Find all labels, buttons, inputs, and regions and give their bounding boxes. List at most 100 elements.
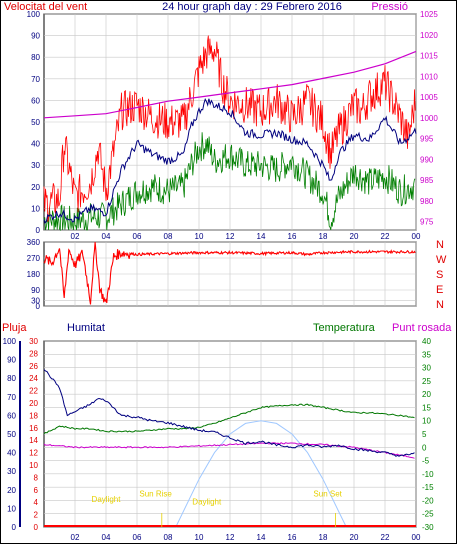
pressure-y-tick-label: 1025 <box>420 10 438 19</box>
wind-x-tick-label: 16 <box>288 232 297 241</box>
compass-label-n: N <box>436 239 444 251</box>
pressure-y-tick-label: 1020 <box>420 31 438 40</box>
compass-label-e: E <box>436 284 443 296</box>
wind-y-tick-label: 10 <box>31 204 40 213</box>
wind-x-tick-label: 10 <box>195 232 204 241</box>
rain-y-tick-label: 16 <box>29 424 38 433</box>
temperature-y-tick-label: -15 <box>422 483 434 492</box>
wind-average-series <box>43 98 417 225</box>
direction-panel-grid <box>44 241 417 307</box>
wind-speed-label: Velocitat del vent <box>4 1 87 13</box>
pressure-y-tick-label: 990 <box>420 155 434 164</box>
dewpoint-series <box>43 442 415 459</box>
wind-y-tick-label: 0 <box>36 226 41 235</box>
sun-annotation-daylight: Daylight <box>92 495 122 504</box>
pressure-series <box>43 50 417 119</box>
rain-y-tick-label: 6 <box>34 486 39 495</box>
direction-y-tick-label: 180 <box>27 270 41 279</box>
temperature-y-tick-label: 40 <box>422 337 431 346</box>
page-title: 24 hour graph day : 29 Febrero 2016 <box>162 1 342 13</box>
rain-y-tick-label: 0 <box>34 523 39 532</box>
wind-y-tick-label: 90 <box>31 32 40 41</box>
rain-y-tick-label: 24 <box>29 374 38 383</box>
wind-y-tick-label: 40 <box>31 140 40 149</box>
wind-panel-grid <box>44 13 417 231</box>
humidity-x-tick-label: 14 <box>257 533 266 542</box>
compass-label-s: S <box>436 269 443 281</box>
wind-x-tick-label: 18 <box>319 232 328 241</box>
humidity-y-tick-label: 60 <box>7 411 16 420</box>
humidity-x-tick-label: 12 <box>226 533 235 542</box>
rain-y-tick-label: 26 <box>29 362 38 371</box>
wind-gust-series <box>43 35 416 222</box>
wind-x-tick-label: 14 <box>257 232 266 241</box>
humidity-label: Humitat <box>67 322 105 334</box>
temperature-y-tick-label: 0 <box>422 443 427 452</box>
wind-x-tick-label: 20 <box>350 232 359 241</box>
humidity-y-tick-label: 30 <box>7 467 16 476</box>
rain-y-tick-label: 2 <box>34 511 39 520</box>
rain-y-tick-label: 28 <box>29 349 38 358</box>
humidity-y-tick-label: 70 <box>7 393 16 402</box>
temperature-y-tick-label: 20 <box>422 390 431 399</box>
dewpoint-label: Punt rosada <box>392 322 452 334</box>
temperature-y-tick-label: -10 <box>422 470 434 479</box>
temperature-series <box>43 403 415 435</box>
humidity-x-tick-label: 10 <box>195 533 204 542</box>
sun-annotations: Daylight Sun Rise Sun Set Daylight <box>92 489 343 527</box>
rain-y-tick-label: 30 <box>29 337 38 346</box>
temperature-label: Temperatura <box>313 322 376 334</box>
wind-y-tick-label: 50 <box>31 118 40 127</box>
pressure-y-tick-label: 1010 <box>420 72 438 81</box>
pressure-label: Pressió <box>371 1 408 13</box>
direction-y-tick-label: 30 <box>31 297 40 306</box>
humidity-y-tick-label: 50 <box>7 430 16 439</box>
humidity-y-tick-label: 100 <box>3 337 17 346</box>
rain-y-tick-label: 22 <box>29 387 38 396</box>
humidity-x-tick-label: 16 <box>288 533 297 542</box>
humidity-y-tick-label: 80 <box>7 374 16 383</box>
wind-x-tick-label: 00 <box>412 232 421 241</box>
humidity-y-tick-label: 90 <box>7 356 16 365</box>
direction-y-tick-label: 360 <box>27 238 41 247</box>
humidity-x-tick-label: 06 <box>133 533 142 542</box>
humidity-x-tick-label: 02 <box>71 533 80 542</box>
temperature-y-tick-label: 30 <box>422 364 431 373</box>
direction-y-tick-label: 0 <box>36 302 41 311</box>
wind-x-tick-label: 08 <box>164 232 173 241</box>
temperature-y-tick-label: -25 <box>422 510 434 519</box>
rain-y-tick-label: 10 <box>29 461 38 470</box>
wind-direction-series <box>43 241 416 305</box>
temperature-y-tick-label: -30 <box>422 523 434 532</box>
rain-label: Pluja <box>2 322 27 334</box>
pressure-y-tick-label: 1000 <box>420 114 438 123</box>
chart-series <box>43 35 417 528</box>
wind-y-tick-label: 30 <box>31 161 40 170</box>
pressure-y-tick-label: 1015 <box>420 52 438 61</box>
wind-x-tick-label: 22 <box>381 232 390 241</box>
humidity-x-tick-label: 04 <box>102 533 111 542</box>
wind-y-tick-label: 20 <box>31 183 40 192</box>
rain-y-tick-label: 14 <box>29 436 38 445</box>
temperature-y-tick-label: -5 <box>422 457 430 466</box>
wind-y-tick-label: 60 <box>31 96 40 105</box>
rain-y-tick-label: 12 <box>29 449 38 458</box>
wind-x-tick-label: 12 <box>226 232 235 241</box>
wind-y-tick-label: 100 <box>27 10 41 19</box>
wind-green-series <box>43 132 416 232</box>
wind-y-tick-label: 80 <box>31 53 40 62</box>
pressure-y-tick-label: 975 <box>420 218 434 227</box>
compass-label-w: W <box>436 254 447 266</box>
wind-x-tick-label: 02 <box>71 232 80 241</box>
sun-elevation-curve <box>175 420 347 528</box>
humidity-series <box>43 369 415 457</box>
axis-tick-labels: 0102030405060708090100975980985990995100… <box>3 10 439 542</box>
rain-y-tick-label: 18 <box>29 411 38 420</box>
humidity-x-tick-label: 22 <box>381 533 390 542</box>
rain-y-tick-label: 4 <box>34 498 39 507</box>
humidity-x-tick-label: 18 <box>319 533 328 542</box>
temperature-y-tick-label: 5 <box>422 430 427 439</box>
humidity-y-tick-label: 10 <box>7 504 16 513</box>
